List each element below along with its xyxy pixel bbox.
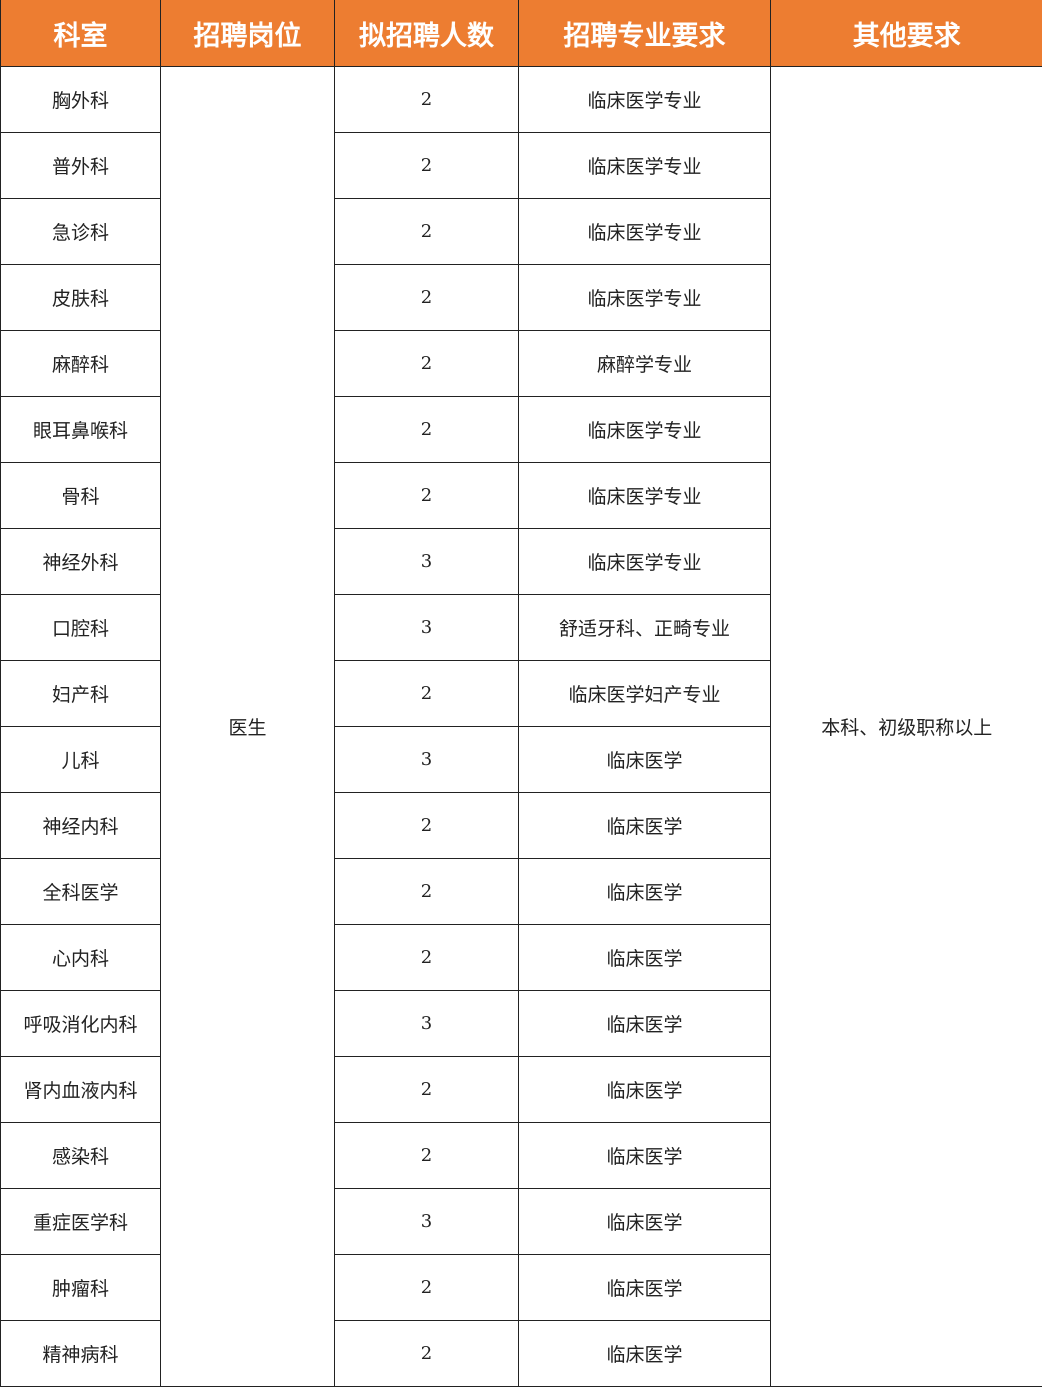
major-cell: 临床医学 bbox=[518, 924, 771, 991]
major-cell: 临床医学专业 bbox=[518, 132, 771, 199]
count-cell: 3 bbox=[334, 726, 519, 793]
department-cell: 神经外科 bbox=[0, 528, 161, 595]
count-cell: 2 bbox=[334, 1254, 519, 1321]
count-cell: 2 bbox=[334, 858, 519, 925]
department-cell: 肿瘤科 bbox=[0, 1254, 161, 1321]
table-row: 肿瘤科 2 临床医学 bbox=[0, 1254, 1042, 1321]
major-cell: 临床医学 bbox=[518, 1188, 771, 1255]
count-cell: 2 bbox=[334, 330, 519, 397]
table-row: 麻醉科 2 麻醉学专业 bbox=[0, 330, 1042, 397]
major-cell: 临床医学 bbox=[518, 1122, 771, 1189]
table-row: 急诊科 2 临床医学专业 bbox=[0, 198, 1042, 265]
header-row: 科室 招聘岗位 拟招聘人数 招聘专业要求 其他要求 bbox=[0, 0, 1042, 67]
table-row: 神经内科 2 临床医学 bbox=[0, 792, 1042, 859]
department-cell: 口腔科 bbox=[0, 594, 161, 661]
table-row: 感染科 2 临床医学 bbox=[0, 1122, 1042, 1189]
major-cell: 麻醉学专业 bbox=[518, 330, 771, 397]
count-cell: 2 bbox=[334, 792, 519, 859]
department-cell: 胸外科 bbox=[0, 66, 161, 133]
header-other: 其他要求 bbox=[770, 0, 1042, 67]
major-cell: 临床医学专业 bbox=[518, 264, 771, 331]
count-cell: 3 bbox=[334, 1188, 519, 1255]
table-row: 妇产科 2 临床医学妇产专业 bbox=[0, 660, 1042, 727]
major-cell: 临床医学专业 bbox=[518, 66, 771, 133]
major-cell: 临床医学 bbox=[518, 858, 771, 925]
department-cell: 重症医学科 bbox=[0, 1188, 161, 1255]
count-cell: 2 bbox=[334, 660, 519, 727]
table-row: 呼吸消化内科 3 临床医学 bbox=[0, 990, 1042, 1057]
header-position: 招聘岗位 bbox=[160, 0, 335, 67]
table-row: 普外科 2 临床医学专业 bbox=[0, 132, 1042, 199]
count-cell: 2 bbox=[334, 132, 519, 199]
count-cell: 2 bbox=[334, 1320, 519, 1387]
table-row: 重症医学科 3 临床医学 bbox=[0, 1188, 1042, 1255]
table-row: 口腔科 3 舒适牙科、正畸专业 bbox=[0, 594, 1042, 661]
header-major: 招聘专业要求 bbox=[518, 0, 771, 67]
table-row: 全科医学 2 临床医学 bbox=[0, 858, 1042, 925]
table-row: 眼耳鼻喉科 2 临床医学专业 bbox=[0, 396, 1042, 463]
major-cell: 临床医学 bbox=[518, 1320, 771, 1387]
major-cell: 临床医学 bbox=[518, 726, 771, 793]
count-cell: 2 bbox=[334, 1122, 519, 1189]
count-cell: 2 bbox=[334, 1056, 519, 1123]
count-cell: 2 bbox=[334, 66, 519, 133]
department-cell: 妇产科 bbox=[0, 660, 161, 727]
department-cell: 眼耳鼻喉科 bbox=[0, 396, 161, 463]
department-cell: 儿科 bbox=[0, 726, 161, 793]
count-cell: 2 bbox=[334, 924, 519, 991]
table-row: 胸外科 医生 2 临床医学专业 本科、初级职称以上 bbox=[0, 66, 1042, 1387]
department-cell: 心内科 bbox=[0, 924, 161, 991]
major-cell: 临床医学 bbox=[518, 990, 771, 1057]
department-cell: 肾内血液内科 bbox=[0, 1056, 161, 1123]
table-row: 精神病科 2 临床医学 bbox=[0, 1320, 1042, 1387]
department-cell: 全科医学 bbox=[0, 858, 161, 925]
major-cell: 舒适牙科、正畸专业 bbox=[518, 594, 771, 661]
department-cell: 精神病科 bbox=[0, 1320, 161, 1387]
department-cell: 急诊科 bbox=[0, 198, 161, 265]
department-cell: 麻醉科 bbox=[0, 330, 161, 397]
count-cell: 2 bbox=[334, 198, 519, 265]
header-count: 拟招聘人数 bbox=[334, 0, 519, 67]
count-cell: 3 bbox=[334, 594, 519, 661]
major-cell: 临床医学专业 bbox=[518, 396, 771, 463]
department-cell: 皮肤科 bbox=[0, 264, 161, 331]
major-cell: 临床医学专业 bbox=[518, 528, 771, 595]
department-cell: 呼吸消化内科 bbox=[0, 990, 161, 1057]
major-cell: 临床医学 bbox=[518, 792, 771, 859]
count-cell: 2 bbox=[334, 264, 519, 331]
count-cell: 2 bbox=[334, 396, 519, 463]
major-cell: 临床医学妇产专业 bbox=[518, 660, 771, 727]
major-cell: 临床医学 bbox=[518, 1254, 771, 1321]
header-department: 科室 bbox=[0, 0, 161, 67]
count-cell: 3 bbox=[334, 528, 519, 595]
department-cell: 感染科 bbox=[0, 1122, 161, 1189]
table-row: 心内科 2 临床医学 bbox=[0, 924, 1042, 991]
department-cell: 神经内科 bbox=[0, 792, 161, 859]
department-cell: 普外科 bbox=[0, 132, 161, 199]
department-cell: 骨科 bbox=[0, 462, 161, 529]
major-cell: 临床医学专业 bbox=[518, 198, 771, 265]
major-cell: 临床医学 bbox=[518, 1056, 771, 1123]
other-requirement-cell: 本科、初级职称以上 bbox=[770, 66, 1042, 1387]
count-cell: 2 bbox=[334, 462, 519, 529]
count-cell: 3 bbox=[334, 990, 519, 1057]
table-row: 神经外科 3 临床医学专业 bbox=[0, 528, 1042, 595]
position-cell: 医生 bbox=[160, 66, 335, 1387]
major-cell: 临床医学专业 bbox=[518, 462, 771, 529]
table-row: 肾内血液内科 2 临床医学 bbox=[0, 1056, 1042, 1123]
